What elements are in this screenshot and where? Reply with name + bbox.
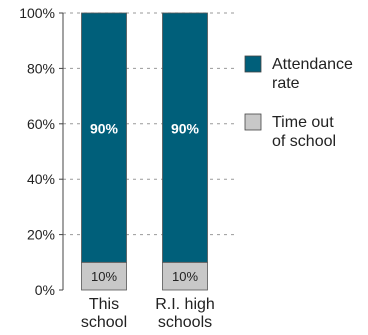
x-category-label: R.I. high schools (155, 296, 215, 331)
bar-data-label: 90% (90, 121, 119, 137)
legend-swatch (244, 113, 262, 131)
bar-data-label: 90% (171, 121, 200, 137)
y-tick-label: 20% (27, 227, 55, 243)
x-category-label: This school (81, 296, 127, 331)
y-tick-label: 60% (27, 116, 55, 132)
bar-segment (162, 12, 208, 263)
bar-segment (81, 261, 127, 291)
y-tick-label: 80% (27, 60, 55, 76)
legend-swatch (244, 55, 262, 73)
y-tick-label: 0% (35, 282, 55, 298)
bar-data-label: 10% (91, 269, 117, 284)
legend-label: Attendance rate (272, 56, 353, 92)
legend-label: Time out of school (272, 114, 336, 150)
bar-segment (162, 261, 208, 291)
y-tick-label: 40% (27, 171, 55, 187)
bar-data-label: 10% (172, 269, 198, 284)
y-tick-label: 100% (19, 5, 55, 21)
bar-segment (81, 12, 127, 263)
